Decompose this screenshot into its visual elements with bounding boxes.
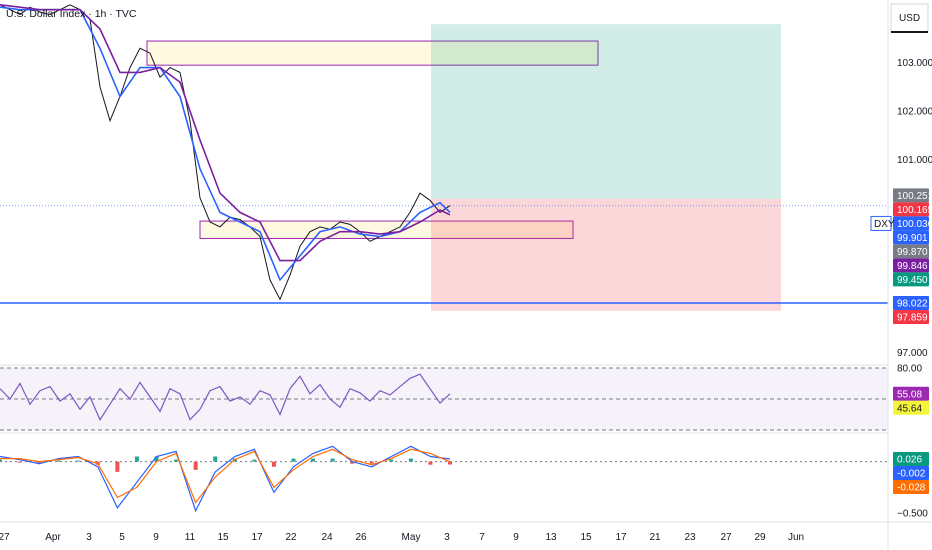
macd-histogram-bar bbox=[56, 460, 61, 462]
macd-histogram-bar bbox=[311, 458, 316, 462]
time-axis-label: 21 bbox=[649, 532, 661, 543]
price-badge-label-bg bbox=[893, 244, 929, 259]
macd-tick-label: −0.500 bbox=[897, 508, 928, 519]
price-tick-label: 97.000 bbox=[897, 348, 928, 359]
time-axis-label: 15 bbox=[580, 532, 592, 543]
macd-signal-line bbox=[0, 448, 451, 504]
time-axis-label: 22 bbox=[285, 532, 297, 543]
moving-average-line-2 bbox=[0, 4, 451, 262]
macd-histogram-bar bbox=[17, 461, 22, 463]
macd-histogram-bar bbox=[428, 461, 433, 465]
macd-line bbox=[0, 445, 451, 513]
symbol-title: U.S. Dollar Index · 1h · TVC bbox=[6, 8, 137, 20]
price-series-line bbox=[0, 4, 451, 301]
rsi-badge-label-bg bbox=[893, 386, 929, 401]
time-axis-label: 9 bbox=[513, 532, 519, 543]
time-axis-label: Jun bbox=[788, 532, 804, 543]
time-axis-label: 26 bbox=[355, 532, 367, 543]
price-badge-label: 97.859 bbox=[897, 313, 928, 324]
macd-pane bbox=[0, 445, 888, 513]
macd-histogram-bar bbox=[330, 458, 335, 462]
macd-badge-label: 0.026 bbox=[897, 454, 922, 465]
time-axis-label: 27 bbox=[0, 532, 10, 543]
price-badge-label: 100.165 bbox=[897, 205, 932, 216]
macd-histogram-bar bbox=[76, 460, 81, 462]
macd-histogram-bar bbox=[389, 459, 394, 462]
price-badge-label-bg bbox=[893, 216, 929, 231]
time-axis-label: Apr bbox=[45, 532, 61, 543]
macd-histogram-bar bbox=[0, 459, 2, 462]
time-axis-label: 3 bbox=[86, 532, 92, 543]
macd-histogram-bar bbox=[291, 458, 296, 462]
time-axis-label: 24 bbox=[321, 532, 333, 543]
macd-badge-label-bg bbox=[893, 479, 929, 494]
series-layer bbox=[0, 4, 451, 301]
price-badge-label: 100.036 bbox=[897, 219, 932, 230]
price-badge-label-bg bbox=[893, 272, 929, 287]
macd-badge-label-bg bbox=[893, 451, 929, 466]
macd-badge-label: -0.028 bbox=[897, 482, 926, 493]
time-axis-label: 17 bbox=[251, 532, 263, 543]
price-badge-label: 98.022 bbox=[897, 299, 928, 310]
currency-label: USD bbox=[899, 13, 920, 24]
time-axis-label: 5 bbox=[119, 532, 125, 543]
position-target-zone[interactable] bbox=[431, 24, 781, 199]
rsi-line bbox=[0, 373, 451, 421]
macd-histogram-bar bbox=[37, 461, 42, 464]
price-badge-label-bg bbox=[893, 202, 929, 217]
price-badge-label: 100.251 bbox=[897, 191, 932, 202]
symbol-tag: DXY bbox=[874, 219, 895, 230]
macd-histogram-bar bbox=[448, 461, 452, 465]
macd-histogram-bar bbox=[134, 456, 139, 462]
rsi-tick-label: 80.00 bbox=[897, 364, 922, 375]
time-axis-label: 9 bbox=[153, 532, 159, 543]
macd-histogram-bar bbox=[369, 461, 374, 464]
time-axis-label: 23 bbox=[684, 532, 696, 543]
price-badge-label: 99.450 bbox=[897, 275, 928, 286]
macd-histogram-bar bbox=[115, 461, 120, 472]
price-tick-label: 103.000 bbox=[897, 58, 932, 69]
time-axis-label: 11 bbox=[185, 532, 196, 543]
time-axis-label: 27 bbox=[720, 532, 732, 543]
macd-badge-label: -0.002 bbox=[897, 468, 926, 479]
macd-histogram-bar bbox=[174, 459, 179, 462]
macd-histogram-bar bbox=[350, 461, 355, 464]
price-tick-label: 102.000 bbox=[897, 107, 932, 118]
price-badge-label: 99.870 bbox=[897, 247, 928, 258]
time-axis-label: 17 bbox=[615, 532, 627, 543]
time-axis-label: May bbox=[402, 532, 421, 543]
zones-layer bbox=[146, 24, 781, 311]
supply-demand-box[interactable] bbox=[199, 220, 574, 239]
symbol-tag-bg bbox=[870, 215, 892, 231]
price-badge-label: 99.901 bbox=[897, 233, 928, 244]
macd-badge-label-bg bbox=[893, 465, 929, 480]
rsi-pane bbox=[0, 367, 888, 431]
price-badge-label: 99.846 bbox=[897, 261, 928, 272]
macd-histogram-bar bbox=[271, 461, 276, 467]
time-axis-label: 13 bbox=[545, 532, 557, 543]
macd-histogram-bar bbox=[193, 461, 198, 470]
rsi-badge-label: 55.08 bbox=[897, 389, 922, 400]
macd-histogram-bar bbox=[154, 456, 159, 462]
macd-histogram-bar bbox=[408, 458, 413, 462]
macd-histogram-bar bbox=[252, 459, 257, 462]
supply-demand-box[interactable] bbox=[146, 40, 599, 66]
price-badge-label-bg bbox=[893, 310, 929, 325]
macd-histogram-bar bbox=[213, 456, 218, 462]
time-axis-label: 29 bbox=[754, 532, 766, 543]
price-badge-label-bg bbox=[893, 188, 929, 203]
position-stop-zone[interactable] bbox=[431, 198, 781, 311]
price-badge-label-bg bbox=[893, 258, 929, 273]
time-axis-label: 3 bbox=[444, 532, 450, 543]
price-badge-label-bg bbox=[893, 230, 929, 245]
price-badge-label-bg bbox=[893, 296, 929, 311]
rsi-badge-label-bg bbox=[893, 400, 929, 415]
price-tick-label: 101.000 bbox=[897, 155, 932, 166]
rsi-badge-label: 45.64 bbox=[897, 403, 922, 414]
time-axis-label: 7 bbox=[479, 532, 485, 543]
time-axis-label: 15 bbox=[217, 532, 229, 543]
